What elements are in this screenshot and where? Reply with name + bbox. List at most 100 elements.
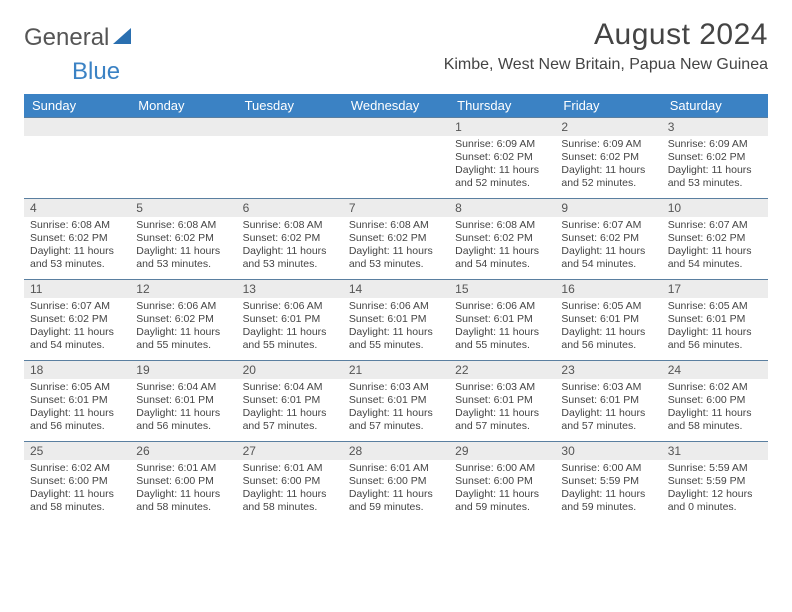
day-body: Sunrise: 6:02 AMSunset: 6:00 PMDaylight:… [24, 460, 130, 522]
sunrise-line: Sunrise: 6:06 AM [243, 300, 323, 312]
sunrise-line: Sunrise: 6:00 AM [561, 462, 641, 474]
day-cell: 13Sunrise: 6:06 AMSunset: 6:01 PMDayligh… [237, 280, 343, 360]
day-body: Sunrise: 6:01 AMSunset: 6:00 PMDaylight:… [343, 460, 449, 522]
sunset-line: Sunset: 6:01 PM [243, 313, 321, 325]
day-number: 23 [555, 361, 661, 379]
day-cell: 25Sunrise: 6:02 AMSunset: 6:00 PMDayligh… [24, 442, 130, 522]
sunrise-line: Sunrise: 6:07 AM [30, 300, 110, 312]
day-cell [343, 118, 449, 198]
day-cell: 24Sunrise: 6:02 AMSunset: 6:00 PMDayligh… [662, 361, 768, 441]
daylight-line: Daylight: 11 hours and 57 minutes. [349, 407, 433, 432]
day-number: 13 [237, 280, 343, 298]
sunset-line: Sunset: 5:59 PM [561, 475, 639, 487]
day-body: Sunrise: 6:07 AMSunset: 6:02 PMDaylight:… [24, 298, 130, 360]
day-number: 4 [24, 199, 130, 217]
day-cell: 31Sunrise: 5:59 AMSunset: 5:59 PMDayligh… [662, 442, 768, 522]
day-body: Sunrise: 6:08 AMSunset: 6:02 PMDaylight:… [237, 217, 343, 279]
day-number: 11 [24, 280, 130, 298]
day-number: 26 [130, 442, 236, 460]
day-number: 16 [555, 280, 661, 298]
sunrise-line: Sunrise: 6:03 AM [455, 381, 535, 393]
daylight-line: Daylight: 11 hours and 53 minutes. [30, 245, 114, 270]
sunrise-line: Sunrise: 6:07 AM [668, 219, 748, 231]
sunset-line: Sunset: 6:02 PM [243, 232, 321, 244]
daylight-line: Daylight: 11 hours and 56 minutes. [30, 407, 114, 432]
title-block: August 2024 Kimbe, West New Britain, Pap… [444, 18, 768, 74]
daylight-line: Daylight: 11 hours and 53 minutes. [136, 245, 220, 270]
sunrise-line: Sunrise: 6:08 AM [455, 219, 535, 231]
sunrise-line: Sunrise: 6:09 AM [668, 138, 748, 150]
day-body: Sunrise: 6:03 AMSunset: 6:01 PMDaylight:… [555, 379, 661, 441]
daylight-line: Daylight: 11 hours and 58 minutes. [668, 407, 752, 432]
sunrise-line: Sunrise: 6:09 AM [455, 138, 535, 150]
sunset-line: Sunset: 6:02 PM [136, 313, 214, 325]
sunrise-line: Sunrise: 6:02 AM [668, 381, 748, 393]
daylight-line: Daylight: 12 hours and 0 minutes. [668, 488, 753, 513]
daylight-line: Daylight: 11 hours and 57 minutes. [561, 407, 645, 432]
day-cell [237, 118, 343, 198]
sunrise-line: Sunrise: 6:04 AM [136, 381, 216, 393]
sunset-line: Sunset: 6:00 PM [668, 394, 746, 406]
day-number: 25 [24, 442, 130, 460]
day-cell: 27Sunrise: 6:01 AMSunset: 6:00 PMDayligh… [237, 442, 343, 522]
sunrise-line: Sunrise: 6:06 AM [349, 300, 429, 312]
sunset-line: Sunset: 6:01 PM [30, 394, 108, 406]
day-cell: 18Sunrise: 6:05 AMSunset: 6:01 PMDayligh… [24, 361, 130, 441]
day-number [24, 118, 130, 136]
day-cell: 10Sunrise: 6:07 AMSunset: 6:02 PMDayligh… [662, 199, 768, 279]
sunrise-line: Sunrise: 6:08 AM [243, 219, 323, 231]
day-cell [130, 118, 236, 198]
week-row: 18Sunrise: 6:05 AMSunset: 6:01 PMDayligh… [24, 360, 768, 441]
day-cell: 12Sunrise: 6:06 AMSunset: 6:02 PMDayligh… [130, 280, 236, 360]
daylight-line: Daylight: 11 hours and 59 minutes. [455, 488, 539, 513]
daylight-line: Daylight: 11 hours and 59 minutes. [349, 488, 433, 513]
day-number: 3 [662, 118, 768, 136]
day-body: Sunrise: 6:09 AMSunset: 6:02 PMDaylight:… [662, 136, 768, 198]
day-body: Sunrise: 6:06 AMSunset: 6:01 PMDaylight:… [343, 298, 449, 360]
week-row: 1Sunrise: 6:09 AMSunset: 6:02 PMDaylight… [24, 117, 768, 198]
dow-row: Sunday Monday Tuesday Wednesday Thursday… [24, 94, 768, 117]
sunset-line: Sunset: 6:02 PM [30, 232, 108, 244]
day-cell: 28Sunrise: 6:01 AMSunset: 6:00 PMDayligh… [343, 442, 449, 522]
day-body [237, 136, 343, 198]
day-number: 5 [130, 199, 236, 217]
sunset-line: Sunset: 6:02 PM [561, 232, 639, 244]
day-cell: 1Sunrise: 6:09 AMSunset: 6:02 PMDaylight… [449, 118, 555, 198]
week-row: 25Sunrise: 6:02 AMSunset: 6:00 PMDayligh… [24, 441, 768, 522]
daylight-line: Daylight: 11 hours and 53 minutes. [243, 245, 327, 270]
sunrise-line: Sunrise: 6:07 AM [561, 219, 641, 231]
sunrise-line: Sunrise: 6:01 AM [349, 462, 429, 474]
sunset-line: Sunset: 6:02 PM [30, 313, 108, 325]
day-cell: 11Sunrise: 6:07 AMSunset: 6:02 PMDayligh… [24, 280, 130, 360]
daylight-line: Daylight: 11 hours and 58 minutes. [243, 488, 327, 513]
sunset-line: Sunset: 6:01 PM [349, 313, 427, 325]
sunset-line: Sunset: 6:01 PM [243, 394, 321, 406]
sunrise-line: Sunrise: 6:05 AM [668, 300, 748, 312]
day-body: Sunrise: 6:08 AMSunset: 6:02 PMDaylight:… [24, 217, 130, 279]
daylight-line: Daylight: 11 hours and 54 minutes. [561, 245, 645, 270]
sunrise-line: Sunrise: 6:08 AM [136, 219, 216, 231]
day-cell: 23Sunrise: 6:03 AMSunset: 6:01 PMDayligh… [555, 361, 661, 441]
sunset-line: Sunset: 6:00 PM [455, 475, 533, 487]
sunrise-line: Sunrise: 6:05 AM [30, 381, 110, 393]
day-cell: 20Sunrise: 6:04 AMSunset: 6:01 PMDayligh… [237, 361, 343, 441]
day-body: Sunrise: 6:06 AMSunset: 6:02 PMDaylight:… [130, 298, 236, 360]
daylight-line: Daylight: 11 hours and 55 minutes. [349, 326, 433, 351]
sunset-line: Sunset: 5:59 PM [668, 475, 746, 487]
day-body: Sunrise: 6:03 AMSunset: 6:01 PMDaylight:… [343, 379, 449, 441]
day-number: 14 [343, 280, 449, 298]
daylight-line: Daylight: 11 hours and 56 minutes. [136, 407, 220, 432]
day-number: 9 [555, 199, 661, 217]
day-number [130, 118, 236, 136]
day-body: Sunrise: 6:06 AMSunset: 6:01 PMDaylight:… [237, 298, 343, 360]
dow-tuesday: Tuesday [237, 94, 343, 117]
day-body: Sunrise: 6:06 AMSunset: 6:01 PMDaylight:… [449, 298, 555, 360]
day-body: Sunrise: 6:04 AMSunset: 6:01 PMDaylight:… [237, 379, 343, 441]
sunrise-line: Sunrise: 6:04 AM [243, 381, 323, 393]
day-body: Sunrise: 6:05 AMSunset: 6:01 PMDaylight:… [555, 298, 661, 360]
day-body: Sunrise: 6:07 AMSunset: 6:02 PMDaylight:… [662, 217, 768, 279]
daylight-line: Daylight: 11 hours and 52 minutes. [455, 164, 539, 189]
day-cell: 5Sunrise: 6:08 AMSunset: 6:02 PMDaylight… [130, 199, 236, 279]
daylight-line: Daylight: 11 hours and 54 minutes. [668, 245, 752, 270]
sunset-line: Sunset: 6:02 PM [561, 151, 639, 163]
